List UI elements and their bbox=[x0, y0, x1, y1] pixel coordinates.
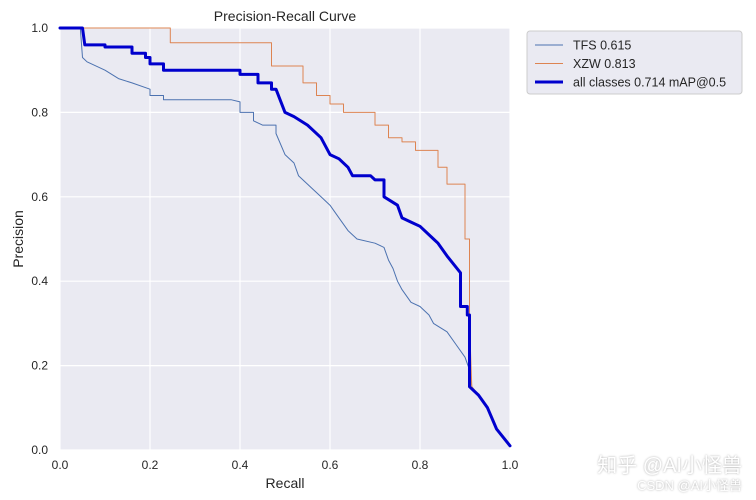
x-tick-label: 0.6 bbox=[322, 458, 339, 472]
series-line-1 bbox=[59, 27, 511, 447]
y-tick-label: 0.2 bbox=[31, 359, 48, 373]
x-tick-label: 0.2 bbox=[142, 458, 159, 472]
x-axis-label: Recall bbox=[266, 475, 305, 491]
legend-entry-1: XZW 0.813 bbox=[573, 57, 636, 71]
legend-box bbox=[526, 30, 743, 95]
y-tick-labels: 0.0 0.2 0.4 0.6 0.8 1.0 bbox=[31, 21, 48, 457]
y-tick-label: 0.6 bbox=[31, 190, 48, 204]
y-axis-label: Precision bbox=[10, 210, 26, 268]
series-line-2 bbox=[58, 26, 512, 448]
series-line-0 bbox=[59, 27, 511, 447]
legend-entry-0: TFS 0.615 bbox=[573, 39, 631, 53]
watermark-csdn: CSDN @AI小怪兽 bbox=[637, 478, 742, 493]
x-tick-label: 0.4 bbox=[232, 458, 249, 472]
legend-entry-2: all classes 0.714 mAP@0.5 bbox=[573, 76, 726, 90]
y-tick-label: 1.0 bbox=[31, 21, 48, 35]
series-group bbox=[58, 26, 512, 448]
y-tick-label: 0.0 bbox=[31, 443, 48, 457]
x-tick-label: 0.8 bbox=[412, 458, 429, 472]
x-tick-labels: 0.0 0.2 0.4 0.6 0.8 1.0 bbox=[52, 458, 519, 472]
y-tick-label: 0.8 bbox=[31, 105, 48, 119]
plot-area bbox=[60, 28, 510, 450]
chart-title: Precision-Recall Curve bbox=[214, 8, 357, 24]
x-tick-label: 1.0 bbox=[502, 458, 519, 472]
watermark-zhihu: 知乎 @AI小怪兽 bbox=[597, 455, 742, 477]
x-tick-label: 0.0 bbox=[52, 458, 69, 472]
y-tick-label: 0.4 bbox=[31, 274, 48, 288]
legend: TFS 0.615 XZW 0.813 all classes 0.714 mAP@… bbox=[526, 30, 743, 95]
